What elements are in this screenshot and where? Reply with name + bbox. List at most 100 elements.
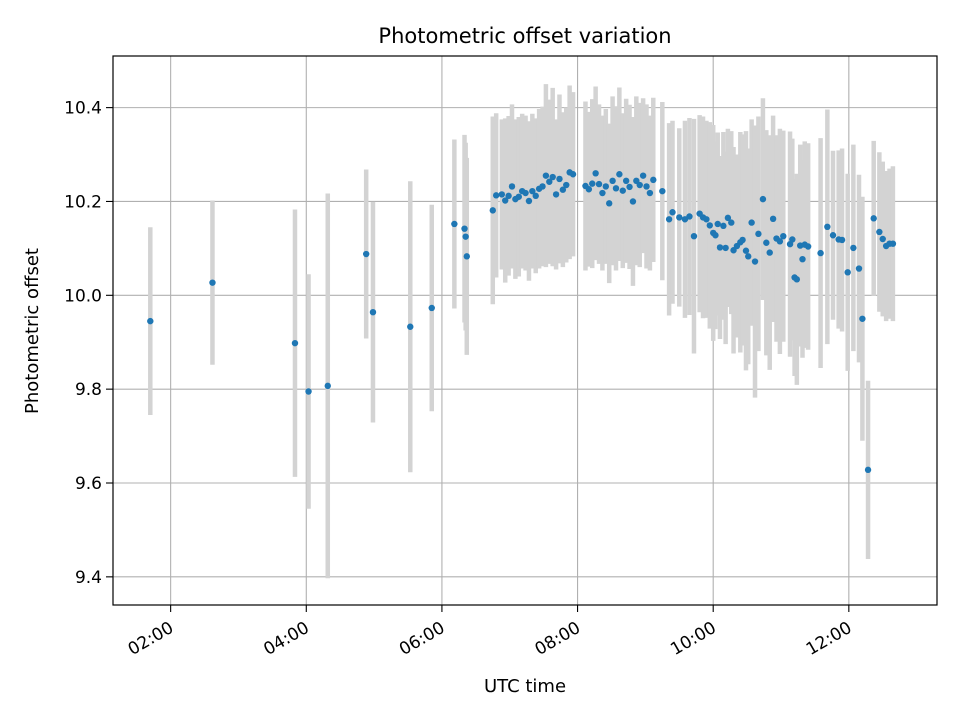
data-point (876, 228, 883, 236)
data-point (505, 192, 512, 200)
data-point (720, 222, 727, 230)
data-point (817, 249, 824, 257)
data-point (546, 178, 553, 185)
data-point (780, 232, 787, 240)
data-point (712, 232, 719, 239)
data-point (626, 183, 633, 191)
data-point (451, 220, 458, 228)
data-point (559, 186, 567, 193)
y-tick-label: 9.8 (75, 380, 102, 400)
data-point (407, 323, 414, 330)
data-point (489, 207, 496, 214)
data-point (686, 213, 693, 220)
data-point (889, 240, 897, 247)
data-point (629, 198, 637, 205)
data-point (508, 183, 516, 190)
data-point (589, 180, 596, 187)
data-point (556, 175, 563, 183)
data-point (549, 173, 556, 181)
data-point (793, 276, 801, 283)
data-point (745, 253, 752, 260)
data-point (569, 171, 577, 178)
data-point (462, 233, 469, 240)
data-point (595, 180, 603, 188)
data-point (722, 244, 729, 252)
data-point (799, 255, 806, 263)
y-tick-label: 10.2 (64, 192, 102, 212)
data-point (539, 183, 546, 190)
data-point (592, 170, 599, 177)
data-point (665, 216, 673, 223)
data-point (612, 185, 620, 192)
data-point (748, 219, 755, 226)
data-point (724, 214, 732, 222)
data-point (492, 192, 500, 199)
data-point (643, 183, 650, 190)
data-point (855, 265, 863, 272)
y-tick-label: 9.6 (75, 474, 102, 494)
plot-frame (112, 55, 938, 606)
data-point (619, 187, 626, 194)
data-point (859, 315, 866, 322)
data-points (147, 169, 897, 474)
data-point (829, 232, 837, 239)
data-point (690, 232, 698, 240)
data-point (728, 219, 735, 226)
data-point (616, 171, 623, 178)
data-point (599, 189, 606, 197)
data-point (291, 339, 299, 347)
data-point (552, 191, 560, 198)
data-point (639, 172, 647, 179)
data-point (714, 220, 721, 228)
data-point (606, 200, 613, 207)
data-point (739, 236, 746, 244)
data-point (609, 177, 616, 185)
data-point (305, 388, 312, 395)
data-point (844, 269, 851, 276)
data-point (498, 191, 506, 198)
data-point (659, 187, 666, 195)
data-point (209, 279, 216, 286)
data-point (362, 250, 370, 258)
data-point (716, 244, 724, 251)
data-point (522, 189, 529, 197)
data-point (369, 309, 377, 316)
data-point (789, 236, 796, 243)
data-point (324, 382, 331, 390)
data-point (850, 244, 857, 252)
data-point (461, 225, 468, 232)
data-point (542, 172, 550, 179)
x-axis-label: UTC time (484, 676, 566, 697)
data-point (864, 466, 872, 474)
y-tick-label: 10.0 (64, 286, 102, 306)
data-point (870, 215, 877, 222)
data-point (650, 176, 657, 184)
data-point (703, 216, 710, 223)
data-point (824, 223, 831, 230)
data-point (532, 192, 539, 200)
data-point (428, 304, 435, 312)
data-point (463, 253, 470, 260)
data-point (669, 209, 676, 216)
data-point (636, 181, 643, 189)
data-point (646, 189, 654, 197)
data-point (515, 193, 522, 200)
data-point (769, 215, 777, 223)
data-point (676, 214, 683, 221)
data-point (525, 197, 533, 205)
data-point (502, 197, 509, 204)
data-point (147, 317, 154, 325)
y-axis-label: Photometric offset (22, 248, 43, 414)
data-point (742, 247, 750, 254)
data-point (529, 187, 536, 195)
data-point (755, 230, 762, 238)
data-point (622, 177, 630, 185)
data-point (759, 195, 767, 203)
data-point (879, 235, 886, 243)
data-point (766, 249, 773, 256)
data-point (838, 236, 846, 244)
data-point (563, 181, 570, 189)
data-point (763, 239, 770, 246)
data-point (602, 183, 610, 190)
